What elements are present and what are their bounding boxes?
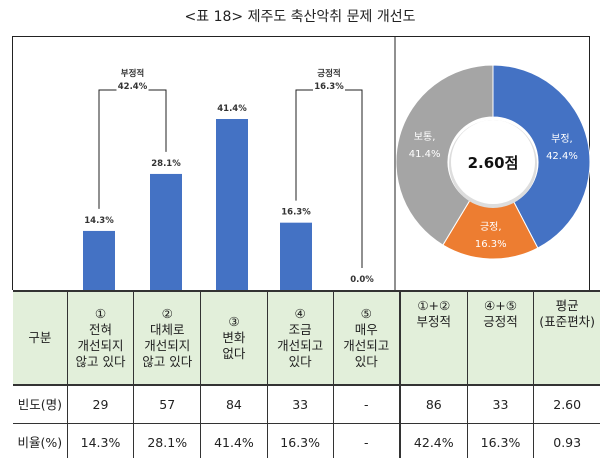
header-text: ⑤ (360, 306, 372, 321)
header-text: ④+⑤ (484, 298, 517, 313)
header-text: 개선되지 (77, 338, 124, 353)
header-text: 전혀 (88, 322, 112, 337)
table-cell: - (332, 385, 400, 424)
table-cell: 0.93 (533, 423, 600, 458)
table-cell: 84 (200, 385, 268, 424)
pie-slice (492, 64, 591, 249)
row-label: 비율(%) (13, 423, 68, 458)
header-text: 매우 (354, 322, 378, 337)
bar-value-label: 16.3% (281, 208, 311, 218)
table-cell: 2.60 (533, 385, 600, 424)
header-cell: 구분 (13, 290, 68, 386)
slice-label: 부정, (551, 133, 573, 145)
header-cell: ① 전혀 개선되지 않고 있다 (66, 290, 134, 386)
table-row: 빈도(명) 29 57 84 33-86 33 2.60 (13, 385, 600, 424)
header-cell: ⑤ 매우 개선되고 있다 (332, 290, 400, 386)
bracket-line (98, 89, 167, 209)
data-table: 구분 ① 전혀 개선되지 않고 있다 ② 대체로 개선되지 않고 있다 ③ 변화 없다 ④ 조금 개선되고 있… (13, 290, 600, 458)
slice-value: 41.4% (409, 149, 441, 160)
bar-value-label: 14.3% (84, 216, 114, 226)
table-cell: 16.3% (466, 423, 534, 458)
header-text: 않고 있다 (75, 354, 126, 369)
annotation-label: 긍정적 (317, 68, 340, 79)
slice-value: 42.4% (546, 151, 578, 162)
center-circle (451, 120, 535, 204)
table-cell: 33 (266, 385, 334, 424)
figure-title: <표 18> 제주도 축산악취 문제 개선도 (184, 9, 416, 25)
bar-value-label: 28.1% (151, 159, 181, 169)
header-text: 있다 (288, 354, 312, 369)
header-text: 구분 (28, 330, 52, 345)
header-text: (표준편차) (539, 314, 596, 329)
annotation-value: 42.4% (118, 82, 148, 92)
header-cell: ② 대체로 개선되지 않고 있다 (133, 290, 201, 386)
table-cell: 86 (398, 385, 468, 424)
table-cell: 33 (466, 385, 534, 424)
table-cell: 16.3% (266, 423, 334, 458)
charts-svg: 14.3% 28.1% 41.4% 16.3% 0.0% 부정적 42.4% 긍정적 16.3%… (83, 36, 591, 290)
header-text: 변화 (222, 330, 246, 345)
header-text: ③ (228, 314, 240, 329)
header-text: 부정적 (416, 314, 452, 329)
header-text: 않고 있다 (142, 354, 193, 369)
bar (280, 222, 312, 290)
header-text: 대체로 (149, 322, 185, 337)
header-text: 평균 (555, 298, 579, 313)
table-cell: 29 (66, 385, 134, 424)
header-text: 개선되고 (277, 338, 324, 353)
table-cell: 41.4% (200, 423, 268, 458)
header-text: ①+② (417, 298, 451, 313)
bar (83, 230, 115, 290)
header-text: 긍정적 (483, 314, 518, 329)
header-text: ② (161, 306, 173, 321)
table-cell: 42.4% (398, 423, 468, 458)
table-cell: 14.3% (66, 423, 134, 458)
slice-label: 보통, (414, 131, 436, 143)
header-text: 조금 (288, 322, 312, 337)
header-text: 없다 (222, 346, 246, 361)
table-cell: - (332, 423, 400, 458)
table-cell: 57 (133, 385, 201, 424)
bracket-line (295, 89, 363, 268)
header-text: 있다 (354, 354, 378, 369)
bar (150, 173, 182, 290)
header-cell: ④ 조금 개선되고 있다 (266, 290, 334, 386)
header-text: 개선되고 (343, 338, 390, 353)
header-text: ① (94, 306, 107, 321)
bar-value-label: 0.0% (350, 275, 374, 285)
annotation-label: 부정적 (121, 68, 144, 79)
header-text: 개선되지 (144, 338, 191, 353)
slice-value: 16.3% (475, 239, 507, 250)
table-row: 비율(%) 14.3% 28.1% 41.4% 16.3% -42.4% 16.3% 0.93 (13, 423, 600, 458)
header-cell: ①+② 부정적 (398, 290, 468, 386)
header-cell: 평균 (표준편차) (533, 290, 600, 386)
header-cell: ④+⑤ 긍정적 (466, 290, 534, 386)
slice-label: 긍정, (480, 221, 502, 233)
header-text: ④ (294, 306, 306, 321)
header-cell: ③ 변화 없다 (200, 290, 268, 386)
bar-value-label: 41.4% (217, 104, 247, 114)
center-label: 2.60점 (468, 154, 519, 172)
row-label: 빈도(명) (13, 385, 68, 424)
table-cell: 28.1% (133, 423, 201, 458)
annotation-value: 16.3% (314, 82, 344, 92)
bar (216, 119, 248, 290)
